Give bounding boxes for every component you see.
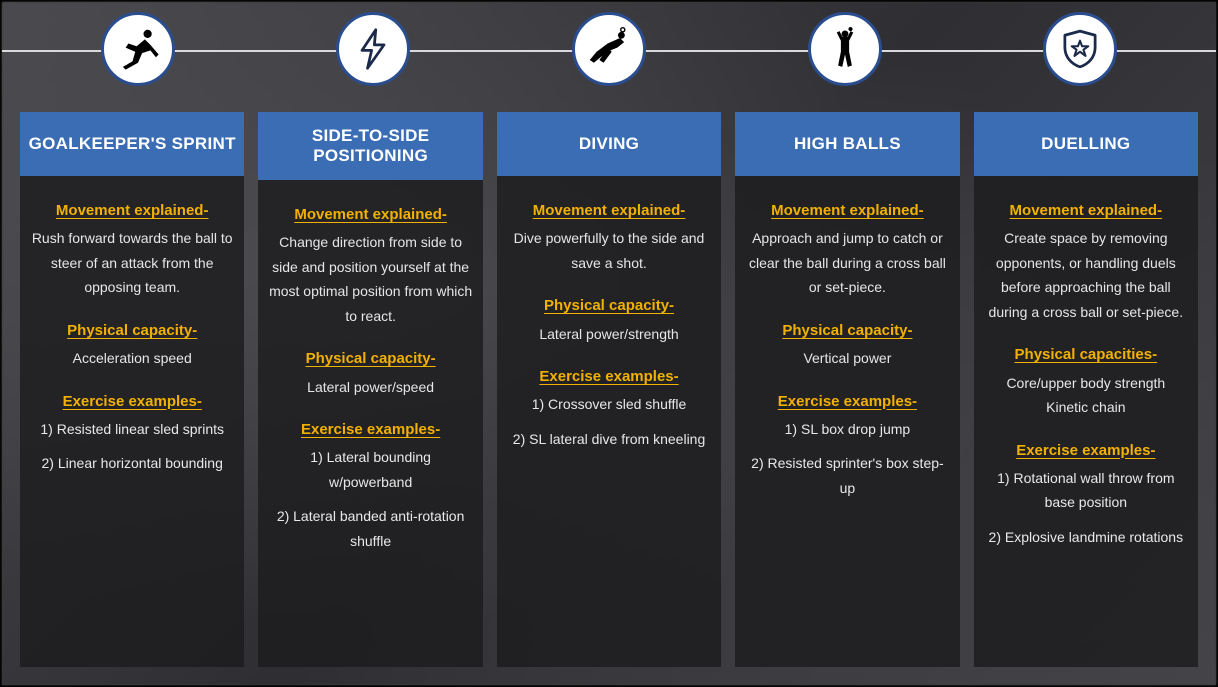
column-duelling: DUELLING Movement explained- Create spac…	[974, 112, 1198, 667]
exercise-label: Exercise examples-	[745, 389, 949, 415]
capacity-text: Vertical power	[745, 346, 949, 371]
exercise-item: 1) Resisted linear sled sprints	[30, 417, 234, 442]
capacity-label: Physical capacity-	[507, 293, 711, 319]
movement-label: Movement explained-	[268, 202, 472, 228]
column-body: Movement explained- Approach and jump to…	[735, 176, 959, 667]
exercise-item: 1) SL box drop jump	[745, 417, 949, 442]
column-side-to-side: SIDE-TO-SIDE POSITIONING Movement explai…	[258, 112, 482, 667]
column-header: HIGH BALLS	[735, 112, 959, 176]
exercise-item: 2) Resisted sprinter's box step-up	[745, 451, 949, 500]
column-high-balls: HIGH BALLS Movement explained- Approach …	[735, 112, 959, 667]
column-header: SIDE-TO-SIDE POSITIONING	[258, 112, 482, 180]
column-header: DIVING	[497, 112, 721, 176]
column-header: GOALKEEPER'S SPRINT	[20, 112, 244, 176]
columns-container: GOALKEEPER'S SPRINT Movement explained- …	[20, 112, 1198, 667]
diving-keeper-icon	[572, 12, 646, 86]
movement-text: Create space by removing opponents, or h…	[984, 226, 1188, 324]
exercise-item: 2) Linear horizontal bounding	[30, 451, 234, 476]
movement-label: Movement explained-	[745, 198, 949, 224]
column-header: DUELLING	[974, 112, 1198, 176]
exercise-item: 1) Crossover sled shuffle	[507, 392, 711, 417]
exercise-label: Exercise examples-	[30, 389, 234, 415]
exercise-label: Exercise examples-	[507, 364, 711, 390]
exercise-item: 1) Rotational wall throw from base posit…	[984, 466, 1188, 515]
exercise-item: 2) SL lateral dive from kneeling	[507, 427, 711, 452]
exercise-item: 1) Lateral bounding w/powerband	[268, 445, 472, 494]
movement-text: Change direction from side to side and p…	[268, 230, 472, 328]
capacity-label: Physical capacity-	[30, 318, 234, 344]
exercise-label: Exercise examples-	[984, 438, 1188, 464]
movement-text: Rush forward towards the ball to steer o…	[30, 226, 234, 300]
capacity-text: Lateral power/speed	[268, 375, 472, 400]
column-diving: DIVING Movement explained- Dive powerful…	[497, 112, 721, 667]
capacity-text: Acceleration speed	[30, 346, 234, 371]
jumping-player-icon	[808, 12, 882, 86]
movement-label: Movement explained-	[984, 198, 1188, 224]
column-body: Movement explained- Create space by remo…	[974, 176, 1198, 667]
column-body: Movement explained- Rush forward towards…	[20, 176, 244, 667]
shield-star-icon	[1043, 12, 1117, 86]
movement-text: Dive powerfully to the side and save a s…	[507, 226, 711, 275]
capacity-label: Physical capacity-	[745, 318, 949, 344]
lightning-icon	[336, 12, 410, 86]
capacity-text: Lateral power/strength	[507, 322, 711, 347]
exercise-item: 2) Lateral banded anti-rotation shuffle	[268, 504, 472, 553]
sprinter-icon	[101, 12, 175, 86]
exercise-item: 2) Explosive landmine rotations	[984, 525, 1188, 550]
column-sprint: GOALKEEPER'S SPRINT Movement explained- …	[20, 112, 244, 667]
exercise-label: Exercise examples-	[268, 417, 472, 443]
movement-label: Movement explained-	[507, 198, 711, 224]
capacity-label: Physical capacity-	[268, 346, 472, 372]
movement-label: Movement explained-	[30, 198, 234, 224]
icon-row	[2, 12, 1216, 86]
column-body: Movement explained- Change direction fro…	[258, 180, 482, 667]
capacity-label: Physical capacities-	[984, 342, 1188, 368]
movement-text: Approach and jump to catch or clear the …	[745, 226, 949, 300]
column-body: Movement explained- Dive powerfully to t…	[497, 176, 721, 667]
capacity-text: Core/upper body strength Kinetic chain	[984, 371, 1188, 420]
